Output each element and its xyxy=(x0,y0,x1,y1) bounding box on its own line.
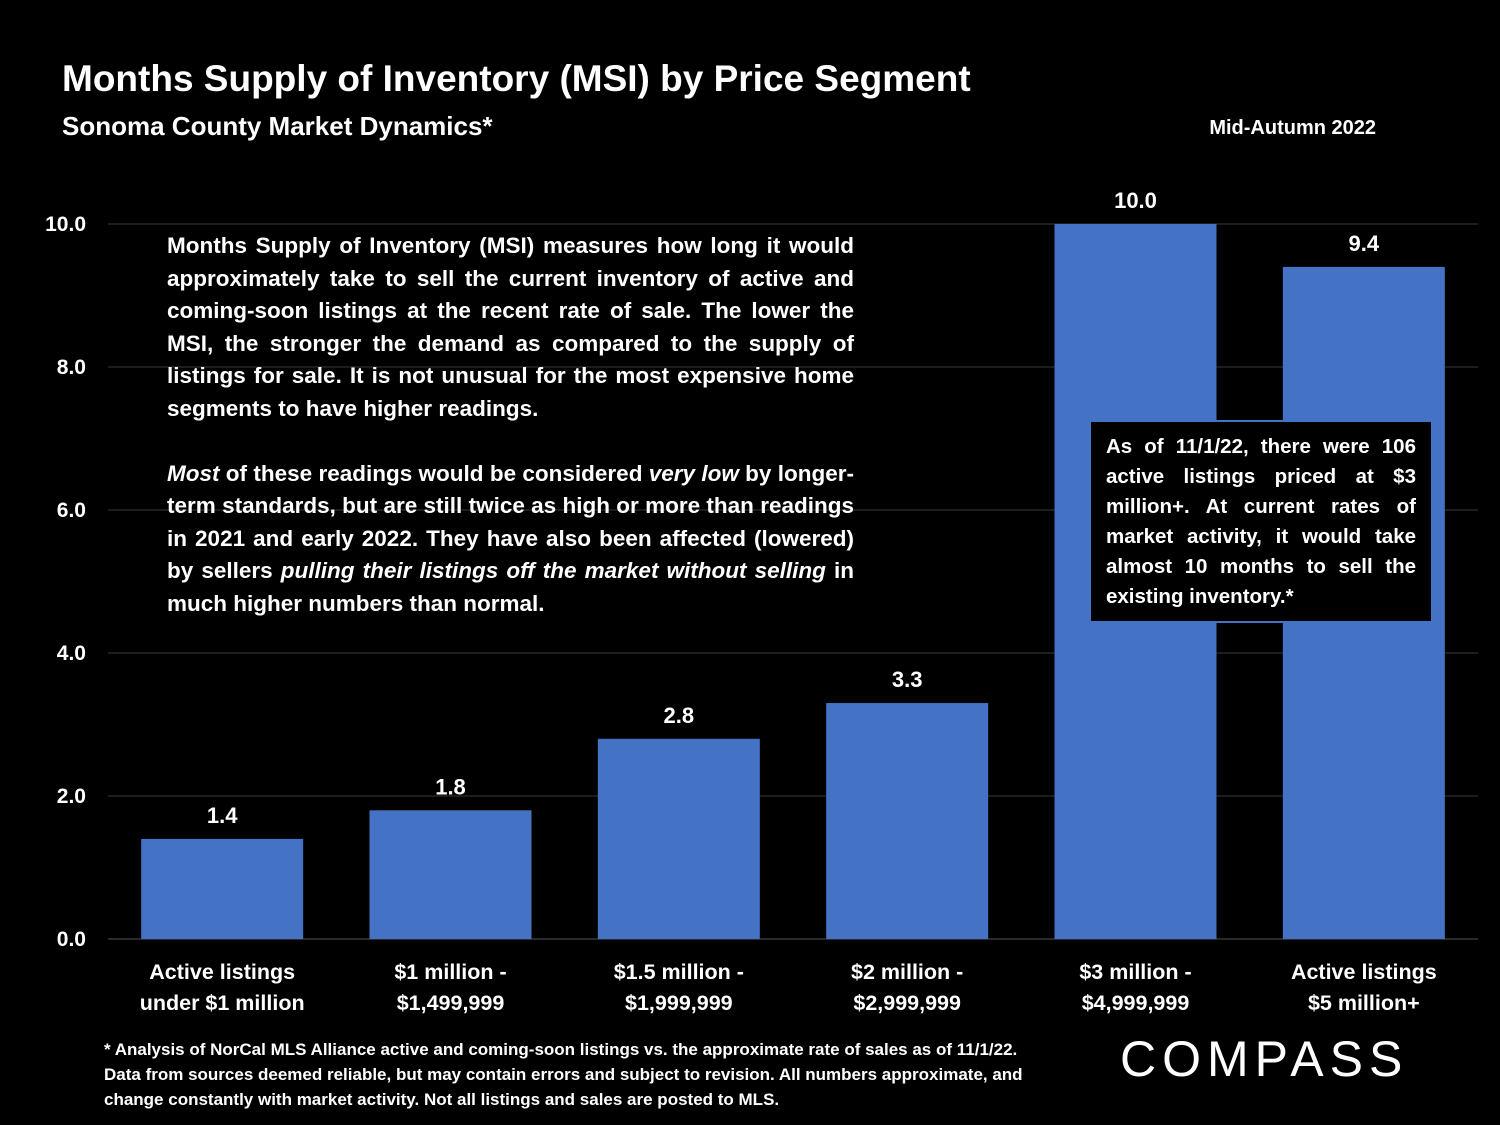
data-label: 10.0 xyxy=(1114,188,1157,213)
y-tick-label: 2.0 xyxy=(57,785,86,808)
x-tick-label: Active listings xyxy=(149,960,295,984)
chart-subtitle: Sonoma County Market Dynamics* xyxy=(62,111,493,141)
x-tick-label: Active listings xyxy=(1291,960,1437,984)
x-tick-label: $1 million - xyxy=(394,960,506,984)
description-paragraph-2: Most of these readings would be consider… xyxy=(167,458,854,621)
x-tick-label: $2 million - xyxy=(851,960,963,984)
y-tick-label: 0.0 xyxy=(57,928,86,951)
y-tick-label: 6.0 xyxy=(57,499,86,522)
y-tick-label: 8.0 xyxy=(57,356,86,379)
description-paragraph-1: Months Supply of Inventory (MSI) measure… xyxy=(167,233,854,421)
data-label: 3.3 xyxy=(892,667,923,692)
y-tick-label: 10.0 xyxy=(45,213,86,236)
emphasis-pulling-listings: pulling their listings off the market wi… xyxy=(280,558,826,584)
x-tick-label: $2,999,999 xyxy=(853,991,961,1015)
x-tick-label: under $1 million xyxy=(140,991,305,1015)
description-text-part: by longer-term standards, but are still … xyxy=(167,460,854,584)
x-tick-label: $1,999,999 xyxy=(625,991,733,1015)
bar xyxy=(369,810,532,939)
x-tick-label: $1,499,999 xyxy=(397,991,505,1015)
x-tick-label: $5 million+ xyxy=(1308,991,1420,1015)
footnote: * Analysis of NorCal MLS Alliance active… xyxy=(104,1040,1023,1109)
emphasis-most: Most xyxy=(167,460,220,486)
description-text: Months Supply of Inventory (MSI) measure… xyxy=(167,230,854,653)
x-tick-label: $1.5 million - xyxy=(614,960,744,984)
bar xyxy=(826,703,989,939)
x-tick-label: $3 million - xyxy=(1079,960,1191,984)
report-date: Mid-Autumn 2022 xyxy=(1209,117,1376,139)
data-label: 1.4 xyxy=(207,803,238,828)
description-text-part: in much higher numbers than normal. xyxy=(167,558,855,616)
description-text-part: of these readings would be considered xyxy=(219,460,649,486)
compass-logo: COMPASS xyxy=(1120,1031,1409,1087)
data-label: 2.8 xyxy=(664,703,695,728)
emphasis-very-low: very low xyxy=(648,460,739,486)
bar xyxy=(597,738,760,939)
y-tick-label: 4.0 xyxy=(57,642,86,665)
data-label: 9.4 xyxy=(1349,231,1380,256)
data-label: 1.8 xyxy=(435,774,466,799)
x-tick-label: $4,999,999 xyxy=(1082,991,1190,1015)
chart-title: Months Supply of Inventory (MSI) by Pric… xyxy=(62,58,971,99)
bar xyxy=(141,838,304,939)
callout-box: As of 11/1/22, there were 106 active lis… xyxy=(1089,420,1433,623)
